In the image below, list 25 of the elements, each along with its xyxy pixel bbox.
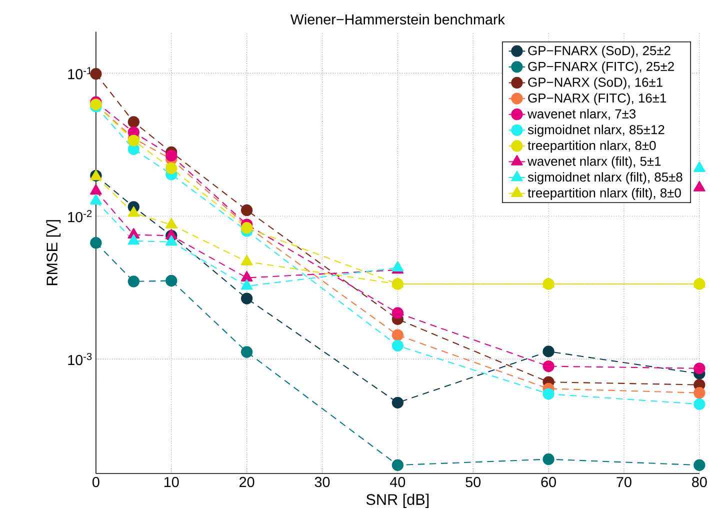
legend-label: treepartition nlarx, 8±0 (528, 140, 656, 153)
legend-label: wavenet nlarx, 7±3 (528, 109, 636, 120)
y-axis-title: RMSE [V] (46, 220, 61, 286)
y-tick-label: 10$^{-3}$ (68, 353, 92, 366)
legend-label: sigmoidnet nlarx (filt), 85±8 (528, 172, 682, 184)
y-tick-label: 10$^{-2}$ (68, 210, 92, 222)
legend-label: treepartition nlarx (filt), 8±0 (528, 188, 681, 200)
x-tick-label: 0 (92, 477, 100, 488)
legend-label: GP−FNARX (SoD), 25±2 (528, 46, 670, 58)
x-tick-label: 20 (240, 477, 254, 488)
x-tick-label: 10 (164, 477, 179, 488)
y-tick-label: 10$^{-1}$ (68, 67, 92, 80)
x-axis-title: SNR [dB] (366, 494, 429, 508)
chart-title: Wiener−Hammerstein benchmark (290, 14, 505, 25)
x-tick-label: 60 (541, 477, 556, 488)
x-tick-label: 40 (390, 477, 406, 488)
x-tick-label: 30 (314, 477, 330, 488)
x-tick-label: 70 (616, 477, 632, 488)
legend-label: GP−NARX (SoD), 16±1 (528, 77, 662, 90)
legend-label: GP−FNARX (FITC), 25±2 (528, 62, 674, 74)
legend-label: GP−NARX (FITC), 16±1 (528, 93, 666, 106)
x-tick-label: 80 (692, 477, 707, 488)
x-tick-label: 50 (466, 477, 481, 488)
legend-label: sigmoidnet nlarx, 85±12 (528, 124, 664, 137)
legend-label: wavenet nlarx (filt), 5±1 (528, 156, 661, 169)
